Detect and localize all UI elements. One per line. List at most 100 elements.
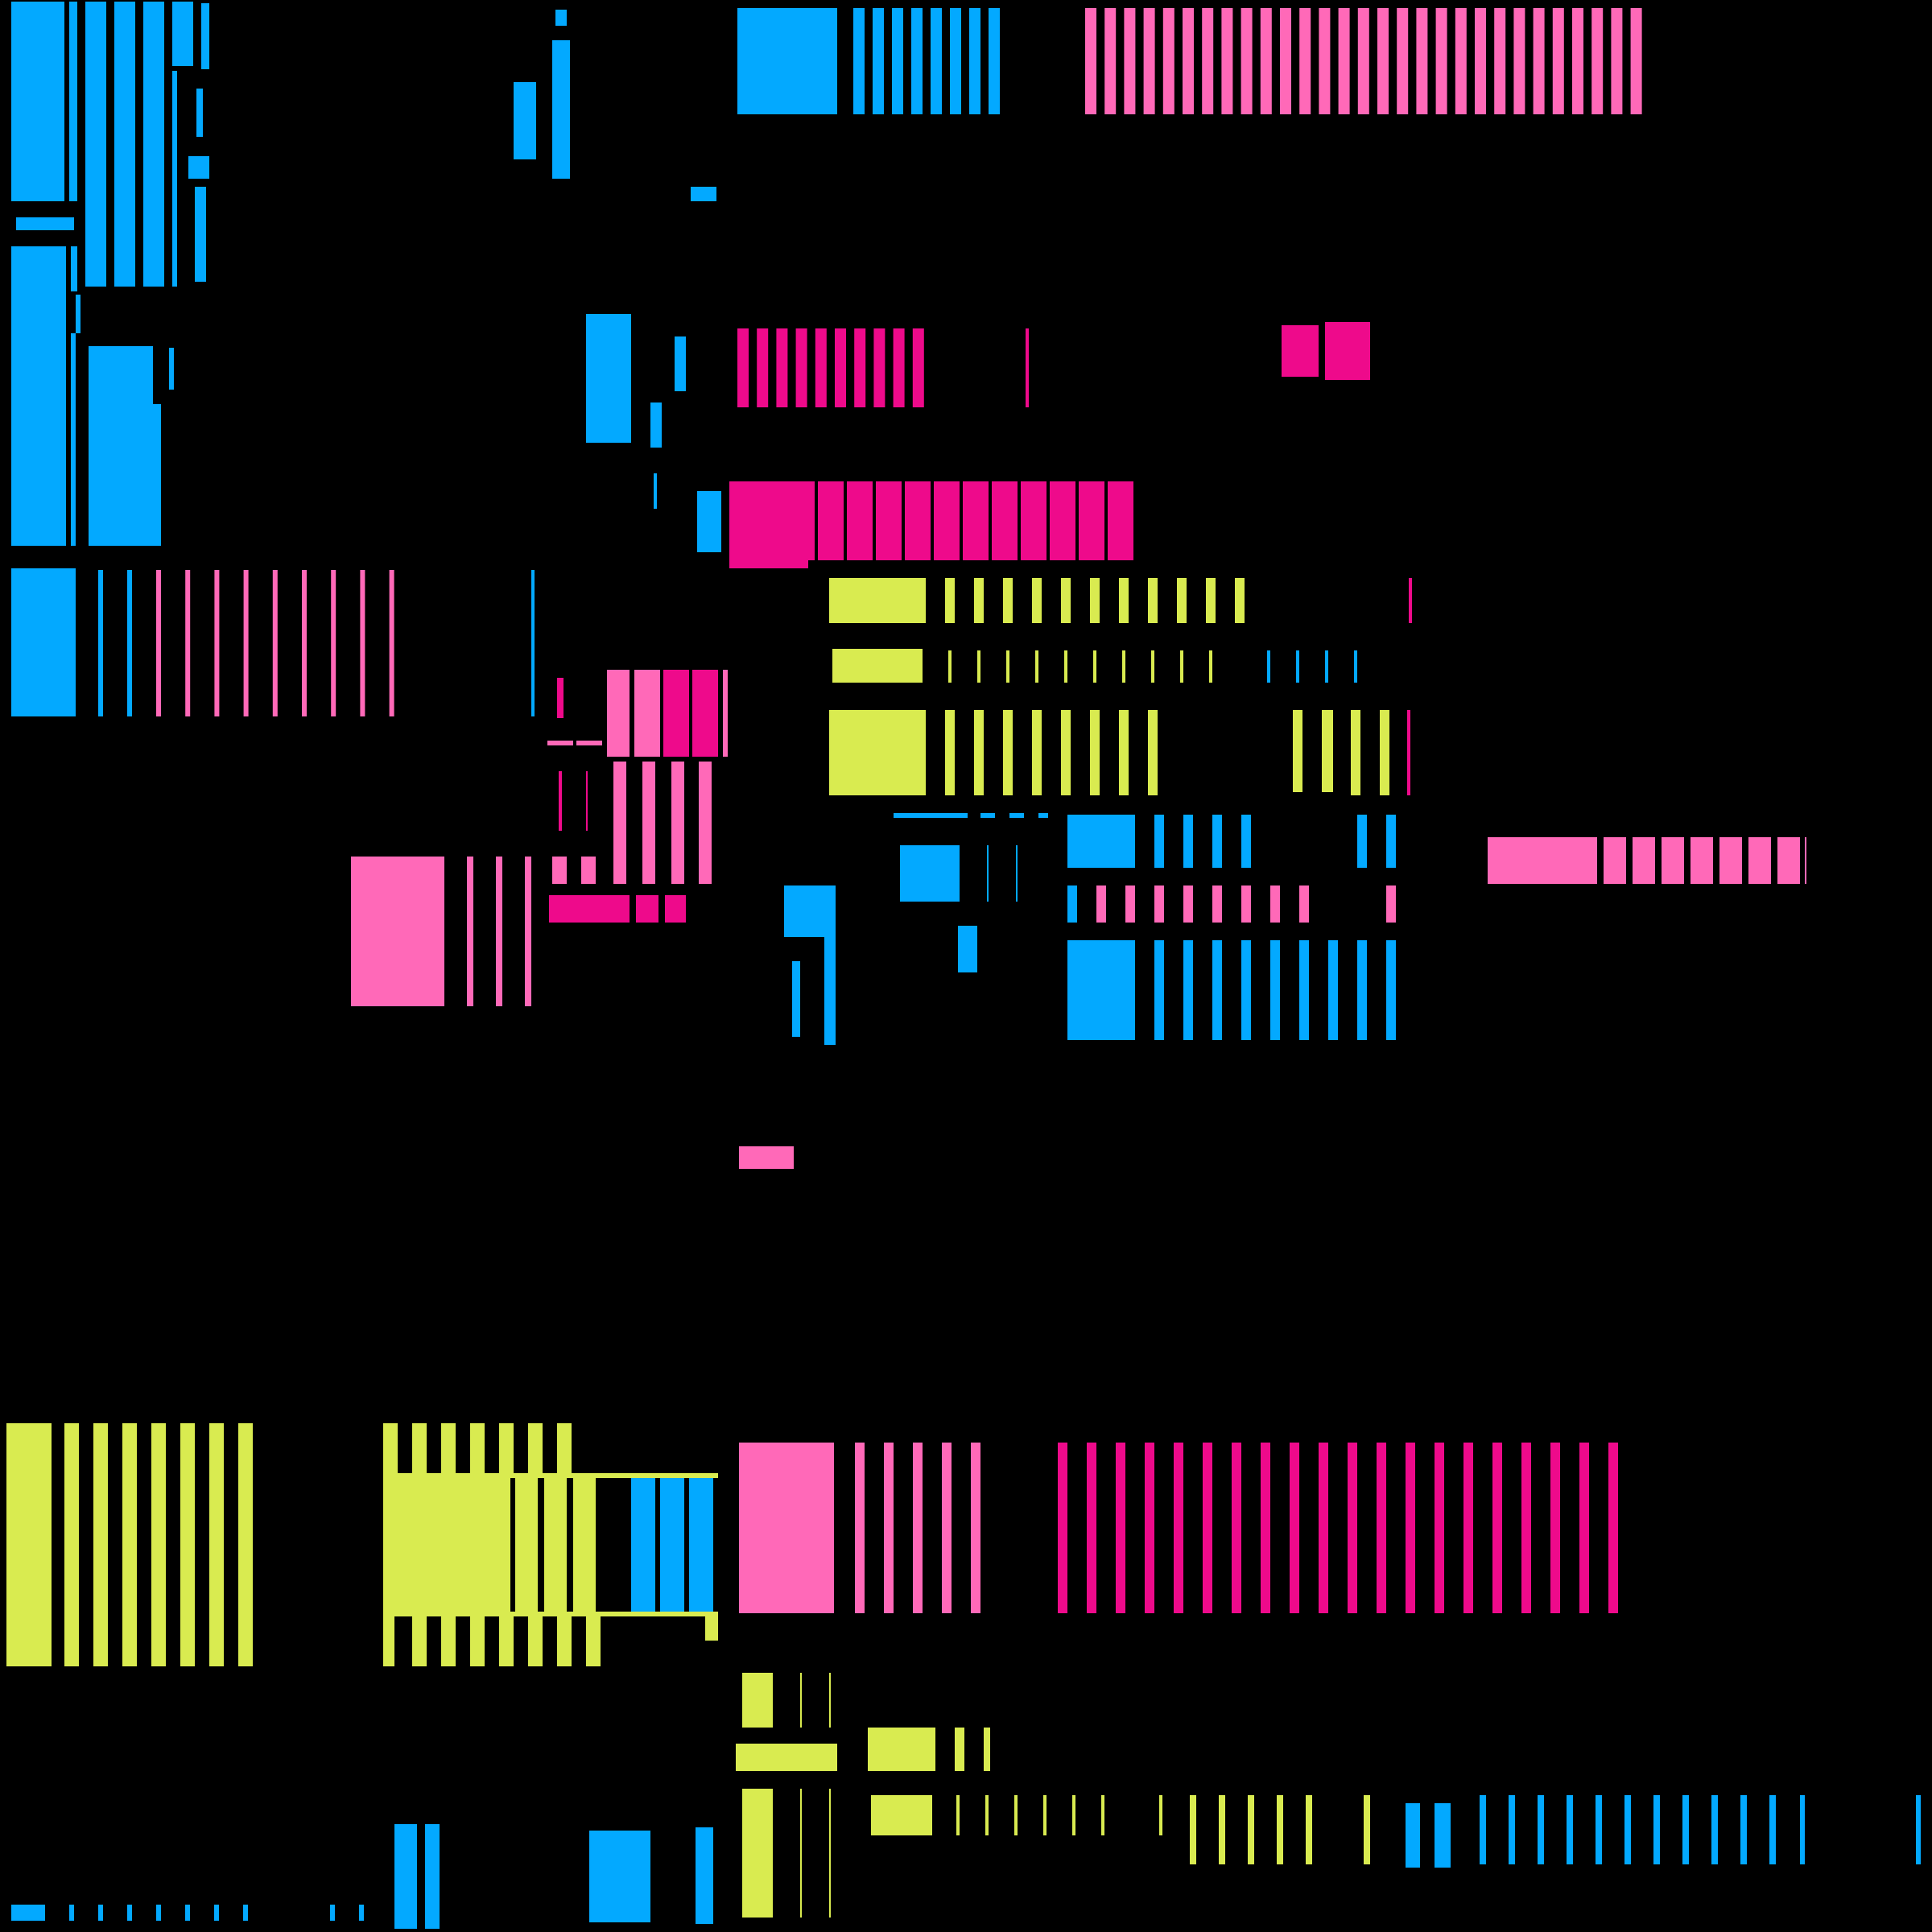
color-block [586, 771, 588, 831]
color-block [607, 670, 630, 757]
bar-stripe [243, 570, 249, 716]
color-block [829, 1673, 831, 1728]
bar-stripe [1299, 8, 1311, 114]
bar-stripe [1270, 886, 1280, 923]
bar-stripe [1267, 650, 1270, 683]
bar-stripe [1119, 710, 1129, 795]
color-block [383, 1473, 394, 1666]
block [1067, 815, 1135, 868]
bar-stripe [1003, 578, 1013, 623]
bar-stripe [1579, 1443, 1589, 1613]
bar-stripe [1386, 940, 1396, 1040]
color-block [699, 762, 712, 884]
bar-stripe [441, 1423, 456, 1473]
bar-stripe [470, 1423, 485, 1473]
bar-stripe [911, 8, 923, 114]
bar-stripe [156, 1905, 161, 1921]
bar-stripe [1306, 1795, 1312, 1864]
bar-stripe [1003, 710, 1013, 795]
bar-stripe [945, 710, 955, 795]
color-block [697, 491, 721, 552]
color-block [559, 771, 562, 831]
bar-stripe [1183, 8, 1194, 114]
bar-stripe [69, 1905, 74, 1921]
color-block [172, 2, 193, 66]
bar-stripe [1241, 940, 1251, 1040]
bar-stripe [1711, 1795, 1718, 1864]
bar-stripe [1277, 1795, 1283, 1864]
bar-stripe [1058, 1443, 1067, 1613]
bar-stripe [1319, 1443, 1328, 1613]
bar-stripe [757, 328, 769, 407]
color-block [829, 1789, 831, 1918]
color-block [196, 89, 203, 137]
bar-stripe [412, 1423, 427, 1473]
bar-stripe [1090, 578, 1100, 623]
bar-stripe [1591, 8, 1604, 114]
bar-stripe [586, 1616, 601, 1666]
bar-stripe [1079, 481, 1104, 560]
bar-stripe [905, 481, 931, 560]
bar-stripe [760, 481, 786, 560]
bar-stripe [557, 1423, 572, 1473]
bar-stripe [876, 481, 902, 560]
color-block [394, 1473, 399, 1616]
color-block [576, 741, 602, 745]
bar-stripe [1202, 8, 1214, 114]
bar-stripe [1212, 940, 1222, 1040]
bar-stripe [1261, 1443, 1270, 1613]
bar-stripe [853, 8, 865, 114]
bar-stripe [776, 328, 788, 407]
color-block [1016, 845, 1018, 902]
bar-stripe [884, 1443, 894, 1613]
bar-stripe [1143, 8, 1155, 114]
color-block [1325, 322, 1370, 380]
bar-stripe [1154, 940, 1164, 1040]
color-block [143, 2, 164, 287]
bar-stripe [1145, 1443, 1154, 1613]
bar-stripe [389, 570, 394, 716]
bar-stripe [243, 1905, 248, 1921]
bar-stripe [1630, 8, 1642, 114]
bar-stripe [467, 857, 473, 1006]
bar-stripe [360, 570, 365, 716]
color-block [742, 1673, 773, 1728]
color-block [425, 1824, 440, 1929]
bar-stripe [1248, 1795, 1254, 1864]
bar-stripe [1221, 8, 1233, 114]
bar-stripe [1096, 886, 1106, 923]
bar-stripe [1377, 8, 1389, 114]
bar-stripe [945, 578, 955, 623]
bar-stripe [1072, 1795, 1075, 1835]
bar-stripe [1183, 940, 1193, 1040]
color-block [1769, 1795, 1776, 1864]
color-block [984, 1728, 990, 1771]
color-block [71, 333, 76, 546]
color-block [1159, 1795, 1162, 1835]
bar-stripe [642, 762, 655, 884]
bar-stripe [1232, 1443, 1241, 1613]
bar-stripe [1032, 578, 1042, 623]
block [742, 1789, 773, 1918]
bar-stripe [1235, 578, 1245, 623]
bar-stripe [1455, 8, 1467, 114]
bar-stripe [573, 1478, 596, 1612]
color-block [636, 895, 658, 923]
bar-stripe [1777, 837, 1800, 884]
bar-stripe [412, 1616, 427, 1666]
bar-stripe [847, 481, 873, 560]
bar-stripe [1212, 886, 1222, 923]
color-block [1038, 813, 1048, 818]
color-block [1380, 710, 1389, 795]
color-block [1916, 1795, 1921, 1864]
color-block [85, 2, 106, 287]
bar-stripe [969, 8, 980, 114]
bar-stripe [1552, 8, 1564, 114]
bar-stripe [214, 570, 220, 716]
bar-stripe [1241, 886, 1251, 923]
color-block [552, 40, 570, 179]
bar-stripe [1043, 1795, 1046, 1835]
bar-stripe [1348, 1443, 1357, 1613]
bar-stripe [1116, 1443, 1125, 1613]
bar-stripe [127, 1905, 132, 1921]
